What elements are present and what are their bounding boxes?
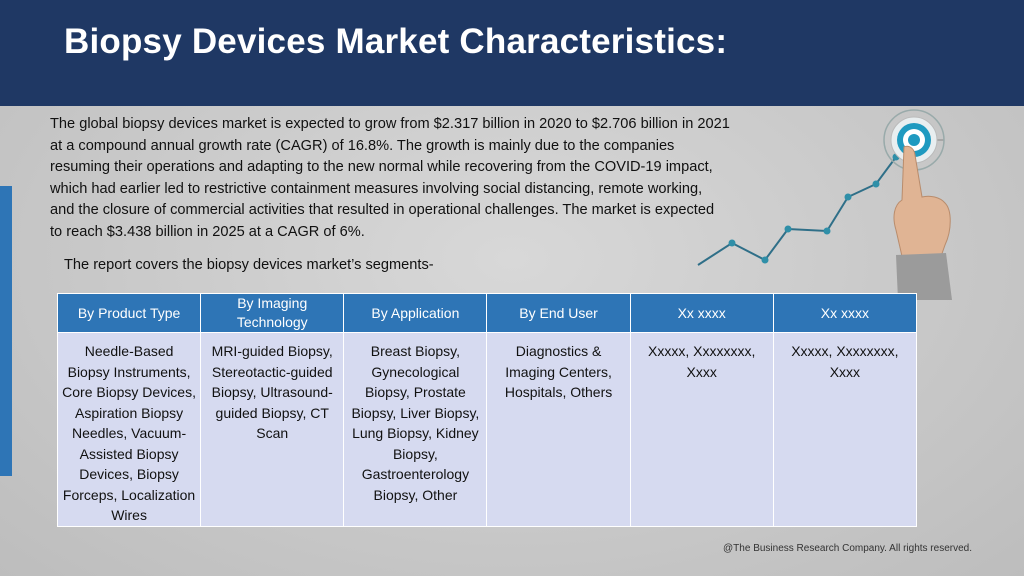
segments-intro-text: The report covers the biopsy devices mar… [64, 257, 434, 273]
left-accent-bar [0, 186, 12, 476]
header-placeholder-1: Xx xxxx [629, 293, 774, 333]
cell-product-type: Needle-Based Biopsy Instruments, Core Bi… [56, 332, 202, 527]
header-product-type: By Product Type [56, 293, 202, 333]
target-icon [883, 109, 945, 171]
header-application: By Application [343, 293, 488, 333]
cell-application: Breast Biopsy, Gynecological Biopsy, Pro… [343, 332, 488, 527]
slide-title: Biopsy Devices Market Characteristics: [64, 22, 728, 61]
table-row: Needle-Based Biopsy Instruments, Core Bi… [56, 332, 918, 527]
intro-paragraph: The global biopsy devices market is expe… [50, 116, 730, 240]
trend-line-icon [697, 140, 911, 266]
cell-imaging-technology: MRI-guided Biopsy, Stereotactic-guided B… [200, 332, 345, 527]
header-imaging-technology: By Imaging Technology [200, 293, 345, 333]
cell-placeholder-2: Xxxxx, Xxxxxxxx, Xxxx [772, 332, 918, 527]
growth-illustration [697, 109, 952, 300]
table-header-row: By Product Type By Imaging Technology By… [56, 293, 918, 333]
segments-table: By Product Type By Imaging Technology By… [56, 293, 918, 527]
cell-placeholder-1: Xxxxx, Xxxxxxxx, Xxxx [629, 332, 774, 527]
header-placeholder-2: Xx xxxx [772, 293, 918, 333]
header-end-user: By End User [486, 293, 631, 333]
cell-end-user: Diagnostics & Imaging Centers, Hospitals… [486, 332, 631, 527]
pointing-hand-icon [893, 145, 952, 300]
title-bar: Biopsy Devices Market Characteristics: [0, 0, 1024, 106]
copyright-footer: @The Business Research Company. All righ… [723, 543, 972, 554]
